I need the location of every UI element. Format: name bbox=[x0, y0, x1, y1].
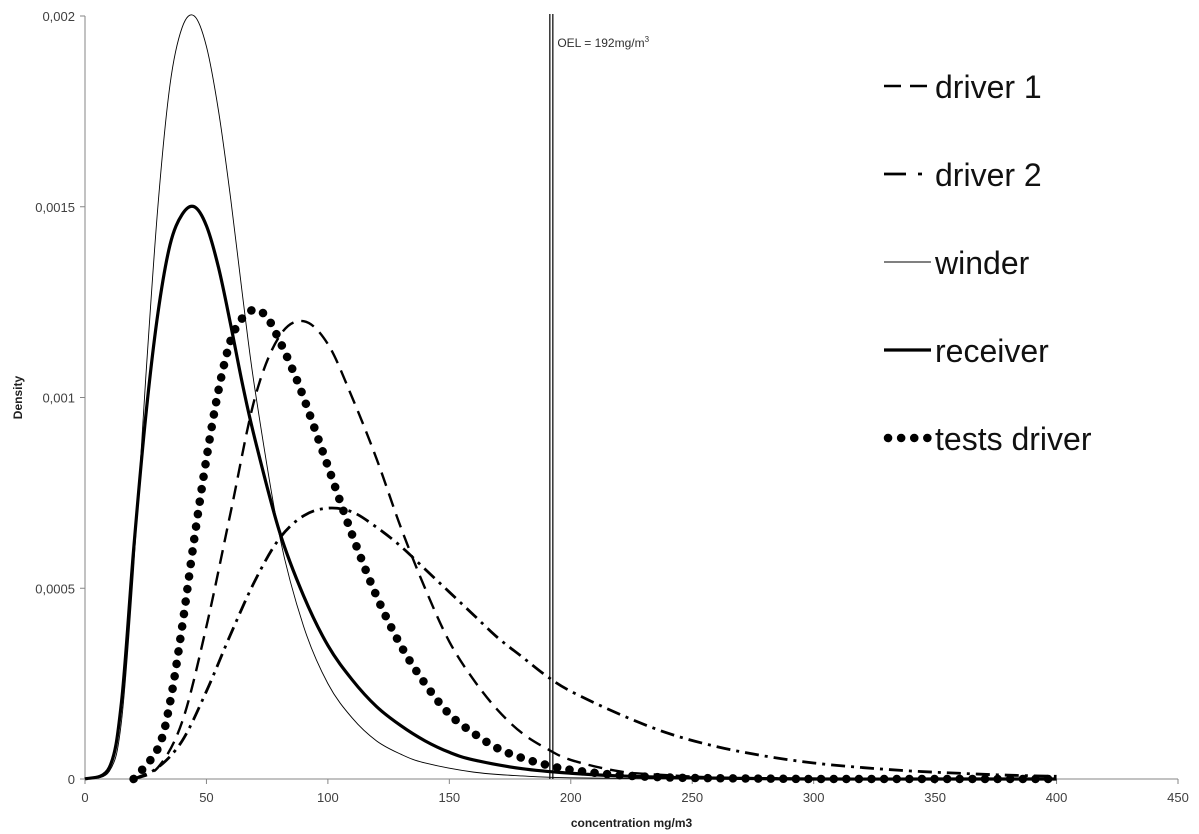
y-tick-label: 0,0015 bbox=[35, 200, 75, 215]
x-tick-label: 200 bbox=[560, 790, 582, 805]
legend-label-winder: winder bbox=[934, 245, 1030, 281]
oel-label-superscript: 3 bbox=[645, 35, 650, 44]
x-tick-label: 400 bbox=[1046, 790, 1068, 805]
oel-reference-label: OEL = 192mg/m3 bbox=[557, 35, 649, 50]
y-axis-title: Density bbox=[11, 376, 25, 420]
legend-label-tests-driver: tests driver bbox=[935, 421, 1092, 457]
legend-label-driver-1: driver 1 bbox=[935, 69, 1042, 105]
x-tick-label: 150 bbox=[438, 790, 460, 805]
series-line-driver-2 bbox=[132, 506, 1057, 781]
y-tick-labels: 0 0,0005 0,001 0,0015 0,002 bbox=[35, 9, 85, 787]
chart-legend: driver 1 driver 2 winder receiver tests driv… bbox=[883, 69, 1092, 457]
chart-axes bbox=[84, 16, 1178, 780]
x-tick-label: 300 bbox=[803, 790, 825, 805]
x-tick-label: 0 bbox=[81, 790, 88, 805]
oel-label-main: OEL = 192mg/m bbox=[557, 36, 644, 50]
y-tick-label: 0,001 bbox=[42, 391, 75, 406]
x-tick-labels: 0 50 100 150 200 250 300 350 400 450 bbox=[81, 779, 1189, 805]
x-tick-label: 250 bbox=[681, 790, 703, 805]
y-tick-label: 0 bbox=[68, 772, 75, 787]
y-tick-label: 0,0005 bbox=[35, 581, 75, 596]
x-tick-label: 350 bbox=[924, 790, 946, 805]
x-tick-label: 100 bbox=[317, 790, 339, 805]
series-line-winder bbox=[84, 14, 814, 780]
x-axis-title: concentration mg/m3 bbox=[571, 816, 693, 830]
legend-label-driver-2: driver 2 bbox=[935, 157, 1042, 193]
y-tick-label: 0,002 bbox=[42, 9, 75, 24]
series-line-receiver bbox=[84, 204, 1057, 781]
series-layer bbox=[84, 14, 1061, 784]
x-tick-label: 50 bbox=[199, 790, 213, 805]
x-tick-label: 450 bbox=[1167, 790, 1189, 805]
oel-reference: OEL = 192mg/m3 bbox=[549, 14, 650, 779]
legend-label-receiver: receiver bbox=[935, 333, 1049, 369]
series-line-tests-driver bbox=[129, 305, 1061, 784]
